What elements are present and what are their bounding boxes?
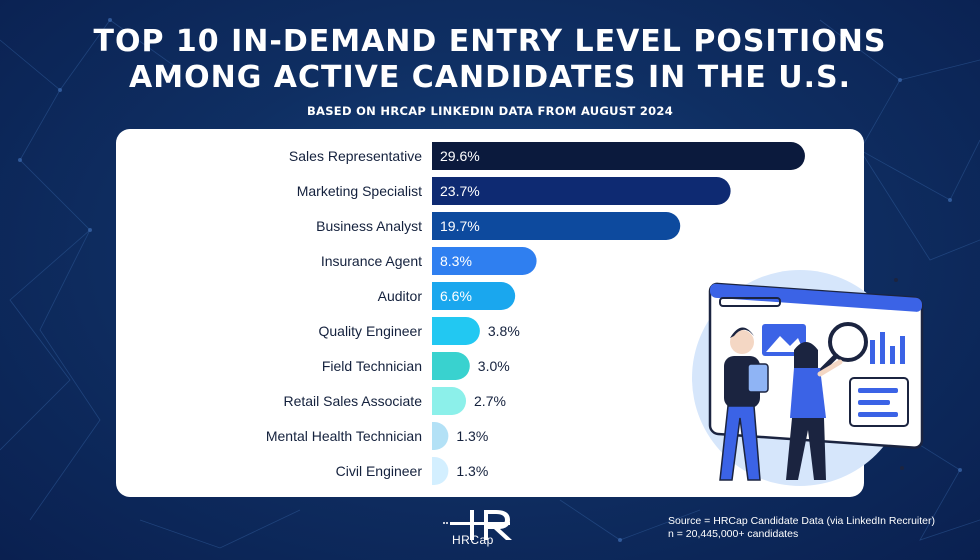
value-label: 3.8% — [488, 323, 520, 339]
category-label: Auditor — [378, 288, 423, 304]
bar — [432, 282, 516, 310]
category-label: Civil Engineer — [336, 463, 423, 479]
bar — [432, 387, 467, 415]
value-label: 6.6% — [440, 288, 472, 304]
category-label: Mental Health Technician — [266, 428, 422, 444]
value-label: 1.3% — [456, 428, 488, 444]
bar — [432, 247, 537, 275]
value-label: 3.0% — [478, 358, 510, 374]
source-line: Source = HRCap Candidate Data (via Linke… — [668, 515, 936, 527]
value-label: 19.7% — [440, 218, 480, 234]
title-line-2: AMONG ACTIVE CANDIDATES IN THE U.S. — [129, 60, 851, 95]
analytics-people-illustration — [692, 270, 924, 486]
value-label: 1.3% — [456, 463, 488, 479]
category-label: Business Analyst — [316, 218, 422, 234]
bar — [432, 317, 480, 345]
source-note: Source = HRCap Candidate Data (via Linke… — [668, 515, 968, 541]
category-label: Sales Representative — [289, 148, 422, 164]
bar — [432, 457, 449, 485]
bar — [432, 142, 805, 170]
category-label: Insurance Agent — [321, 253, 422, 269]
bar — [432, 422, 449, 450]
hrcap-logo — [443, 510, 512, 540]
category-label: Field Technician — [322, 358, 422, 374]
value-label: 8.3% — [440, 253, 472, 269]
sample-size-line: n = 20,445,000+ candidates — [668, 528, 799, 540]
hrcap-logo-text: HRCap — [452, 533, 494, 547]
bar-chart: Sales Representative 29.6% Marketing Speci… — [266, 142, 805, 485]
value-label: 2.7% — [474, 393, 506, 409]
value-label: 23.7% — [440, 183, 480, 199]
bar — [432, 212, 681, 240]
category-label: Marketing Specialist — [297, 183, 422, 199]
category-label: Quality Engineer — [318, 323, 422, 339]
title-line-1: TOP 10 IN-DEMAND ENTRY LEVEL POSITIONS — [93, 24, 887, 59]
bar — [432, 177, 731, 205]
bar — [432, 352, 470, 380]
subtitle: BASED ON HRCAP LINKEDIN DATA FROM AUGUST… — [306, 104, 674, 118]
value-label: 29.6% — [440, 148, 480, 164]
category-label: Retail Sales Associate — [283, 393, 422, 409]
